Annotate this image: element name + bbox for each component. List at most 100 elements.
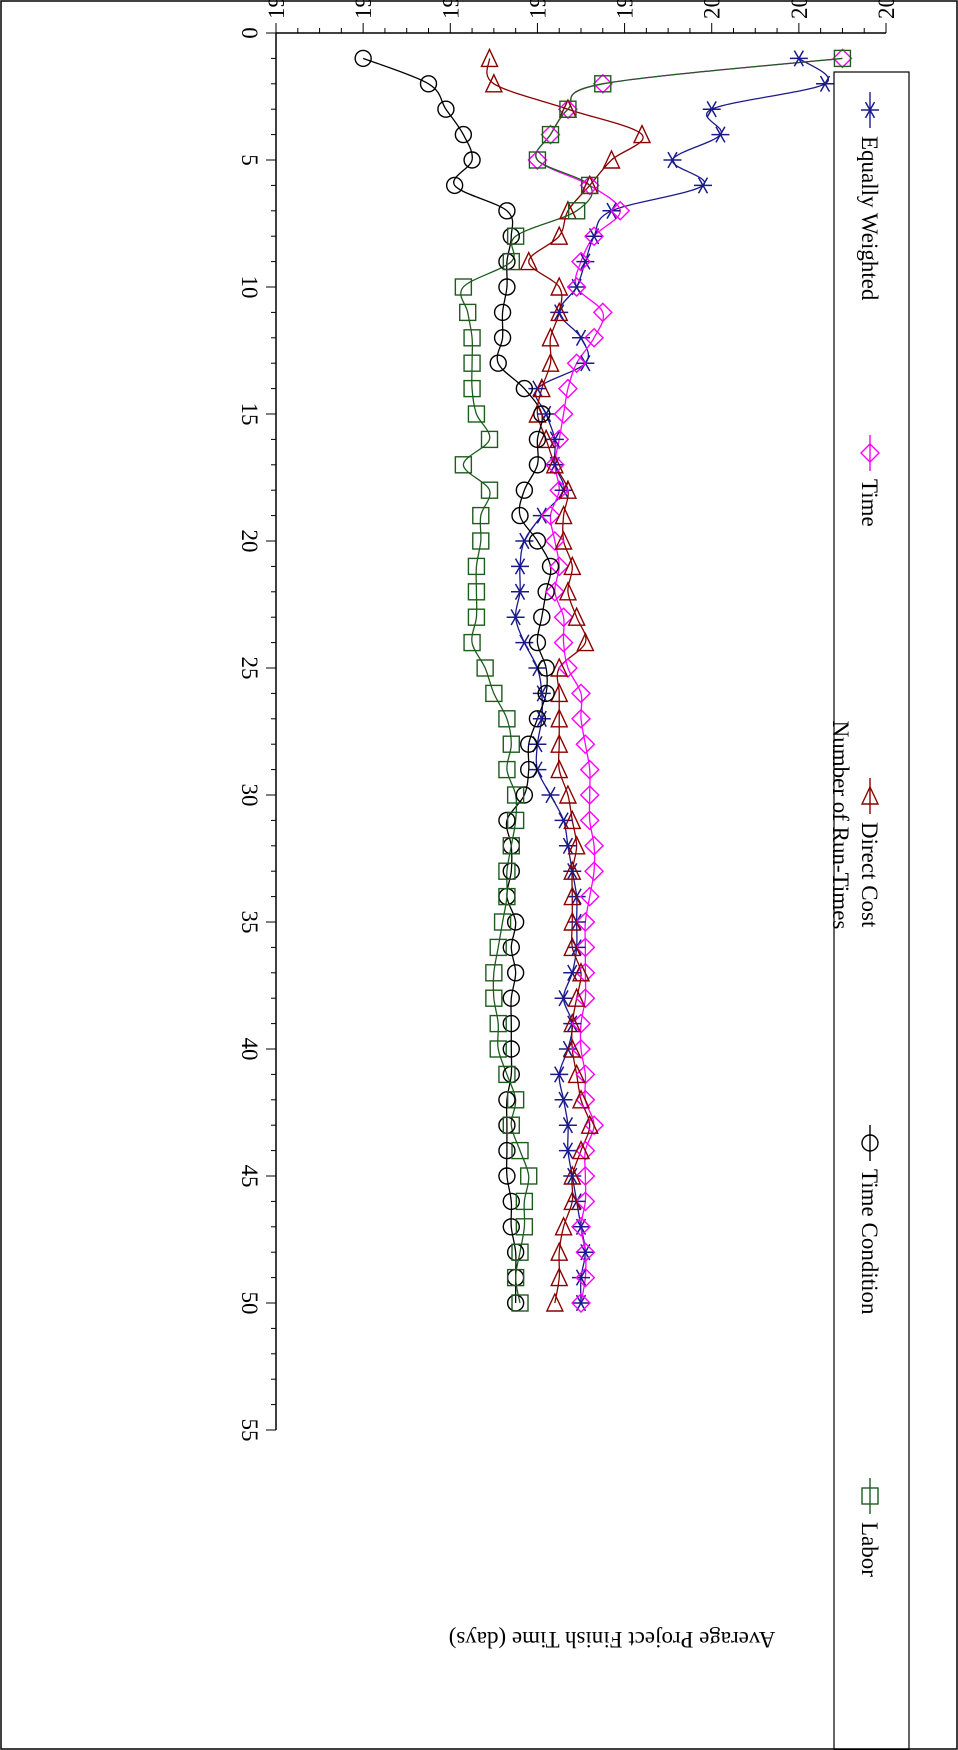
data-point-asterisk	[545, 431, 564, 448]
data-point-triangle	[550, 708, 569, 728]
data-point-triangle	[550, 758, 569, 779]
data-point-square	[485, 684, 503, 703]
legend-item: Equally Weighted	[857, 92, 882, 301]
data-point-triangle	[571, 1089, 591, 1109]
data-point-circle	[537, 583, 555, 601]
data-point-circle	[437, 100, 455, 118]
data-point-triangle	[563, 1165, 582, 1185]
x-tick-label: 0	[237, 27, 262, 39]
data-point-square	[485, 964, 503, 982]
legend-label: Equally Weighted	[857, 136, 882, 301]
y-tick-label-group: 202	[787, 0, 812, 19]
data-point-triangle	[558, 784, 578, 804]
legend-box	[833, 71, 910, 1750]
data-point-asterisk	[511, 558, 529, 575]
data-point-diamond	[553, 632, 574, 653]
data-point-square	[498, 760, 516, 779]
x-tick-label: 10	[237, 276, 262, 299]
data-point-square	[459, 303, 477, 322]
data-point-diamond	[592, 73, 613, 94]
y-tick-label: 190	[264, 0, 289, 19]
data-point-triangle	[550, 276, 569, 296]
data-point-square	[520, 1167, 538, 1185]
data-point-triangle	[519, 250, 538, 271]
x-tick-label: 50	[237, 1292, 262, 1315]
data-point-asterisk	[558, 1142, 577, 1159]
data-point-triangle	[567, 606, 586, 626]
data-point-diamond	[566, 277, 587, 297]
data-point-circle	[454, 125, 473, 144]
data-point-square	[472, 532, 490, 550]
data-point-circle	[528, 633, 547, 652]
data-point-square	[511, 1294, 529, 1312]
data-point-asterisk	[567, 278, 586, 296]
data-point-triangle	[571, 1139, 591, 1160]
data-point-square	[594, 75, 612, 93]
data-point-diamond	[575, 1267, 596, 1288]
legend-label: Time Condition	[857, 1169, 882, 1315]
data-point-square	[467, 608, 486, 626]
data-point-triangle	[632, 123, 652, 144]
data-point-asterisk	[515, 634, 534, 651]
data-point-diamond	[571, 1216, 591, 1237]
data-point-square	[463, 354, 481, 372]
data-point-square	[833, 49, 852, 68]
data-point-triangle	[550, 1241, 569, 1261]
data-point-square	[463, 633, 481, 652]
series-line-diamond	[535, 57, 843, 1304]
data-point-triangle	[563, 885, 582, 906]
legend-item: Time	[857, 435, 882, 527]
data-point-circle	[506, 964, 525, 982]
data-point-triangle	[480, 47, 499, 68]
data-point-asterisk	[528, 659, 547, 677]
data-point-circle	[498, 1091, 516, 1109]
series-line-circle	[362, 57, 552, 1303]
data-point-asterisk	[563, 862, 582, 880]
data-point-asterisk	[558, 837, 577, 855]
data-point-diamond	[571, 683, 591, 704]
data-point-circle	[528, 430, 547, 449]
data-point-square	[498, 862, 516, 880]
data-point-asterisk	[554, 989, 573, 1007]
data-point-triangle	[550, 225, 569, 245]
data-point-asterisk	[563, 964, 582, 982]
data-point-circle	[502, 938, 520, 957]
data-point-square	[541, 125, 560, 144]
data-point-circle	[520, 760, 538, 779]
data-point-diamond	[579, 810, 600, 831]
data-point-square	[506, 786, 525, 804]
data-point-asterisk	[554, 1091, 573, 1109]
y-tick-label: 198	[613, 0, 638, 19]
data-point-triangle	[563, 809, 582, 830]
data-point-circle	[502, 1218, 520, 1236]
data-point-triangle	[563, 860, 582, 880]
data-point-diamond	[584, 226, 605, 247]
data-point-triangle	[567, 987, 586, 1007]
data-point-triangle	[550, 733, 569, 753]
data-point-asterisk	[789, 50, 808, 67]
y-tick-label-group: 200	[700, 0, 725, 19]
legend-label: Labor	[857, 1522, 882, 1577]
legend-marker-diamond	[860, 443, 880, 463]
y-tick-label: 194	[438, 0, 463, 19]
data-point-square	[567, 202, 586, 220]
data-point-circle	[528, 710, 547, 728]
x-tick-label: 25	[237, 657, 262, 680]
data-point-asterisk	[550, 1066, 569, 1083]
legend-label: Time	[857, 479, 882, 527]
data-point-asterisk	[663, 151, 682, 169]
data-point-circle	[502, 1192, 520, 1211]
x-tick-label: 35	[237, 911, 262, 934]
axes: 0 5 10 15 20 25 30 35 40 45 50 55 190 192 194 196 198 200…	[237, 0, 899, 1442]
data-point-triangle	[545, 1292, 564, 1312]
data-point-circle	[528, 532, 547, 550]
data-point-diamond	[579, 175, 600, 196]
data-point-diamond	[610, 200, 631, 221]
y-tick-label: 202	[787, 0, 812, 19]
data-point-diamond	[557, 658, 578, 678]
data-point-square	[467, 557, 486, 576]
data-point-circle	[498, 1141, 516, 1160]
data-point-asterisk	[816, 75, 834, 93]
data-point-square	[467, 583, 486, 601]
